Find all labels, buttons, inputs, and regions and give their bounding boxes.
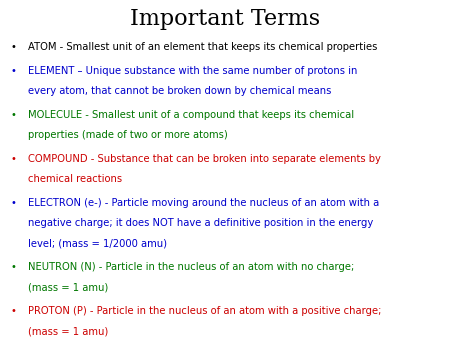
Text: (mass = 1 amu): (mass = 1 amu) xyxy=(28,283,108,292)
Text: PROTON (P) - Particle in the nucleus of an atom with a positive charge;: PROTON (P) - Particle in the nucleus of … xyxy=(28,306,382,316)
Text: MOLECULE - Smallest unit of a compound that keeps its chemical: MOLECULE - Smallest unit of a compound t… xyxy=(28,110,354,120)
Text: •: • xyxy=(10,153,16,164)
Text: COMPOUND - Substance that can be broken into separate elements by: COMPOUND - Substance that can be broken … xyxy=(28,153,381,164)
Text: negative charge; it does NOT have a definitive position in the energy: negative charge; it does NOT have a defi… xyxy=(28,218,373,228)
Text: ATOM - Smallest unit of an element that keeps its chemical properties: ATOM - Smallest unit of an element that … xyxy=(28,42,378,52)
Text: (mass = 1 amu): (mass = 1 amu) xyxy=(28,327,108,337)
Text: every atom, that cannot be broken down by chemical means: every atom, that cannot be broken down b… xyxy=(28,86,331,96)
Text: chemical reactions: chemical reactions xyxy=(28,174,122,184)
Text: level; (mass = 1/2000 amu): level; (mass = 1/2000 amu) xyxy=(28,239,167,248)
Text: •: • xyxy=(10,306,16,316)
Text: ELECTRON (e-) - Particle moving around the nucleus of an atom with a: ELECTRON (e-) - Particle moving around t… xyxy=(28,197,379,208)
Text: •: • xyxy=(10,42,16,52)
Text: properties (made of two or more atoms): properties (made of two or more atoms) xyxy=(28,130,228,140)
Text: •: • xyxy=(10,262,16,272)
Text: Important Terms: Important Terms xyxy=(130,8,320,30)
Text: •: • xyxy=(10,197,16,208)
Text: ELEMENT – Unique substance with the same number of protons in: ELEMENT – Unique substance with the same… xyxy=(28,66,357,75)
Text: •: • xyxy=(10,110,16,120)
Text: •: • xyxy=(10,66,16,75)
Text: NEUTRON (N) - Particle in the nucleus of an atom with no charge;: NEUTRON (N) - Particle in the nucleus of… xyxy=(28,262,354,272)
